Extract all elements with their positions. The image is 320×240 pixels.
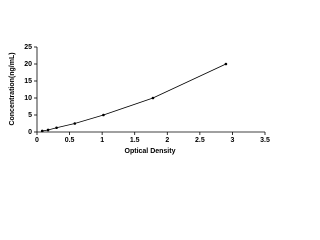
- data-point: [224, 62, 228, 66]
- y-tick-label: 25: [24, 44, 32, 51]
- data-point: [55, 126, 58, 130]
- chart: Optical Density Concentration(ng/mL) 0 5 1…: [9, 44, 270, 155]
- y-tick-label: 5: [28, 112, 32, 119]
- y-tick-label: 15: [24, 78, 32, 85]
- data-point: [102, 113, 105, 117]
- x-tick-label: 3: [230, 137, 234, 144]
- y-axis-label: Concentration(ng/mL): [9, 52, 16, 125]
- y-tick-label: 0: [28, 129, 32, 136]
- x-tick-label: 1.5: [130, 137, 140, 144]
- x-tick-label: 1: [100, 137, 104, 144]
- data-point: [151, 96, 155, 100]
- x-tick-label: 0: [35, 137, 39, 144]
- x-axis-label: Optical Density: [125, 148, 176, 155]
- data-point: [40, 129, 44, 133]
- data-line: [42, 63, 227, 132]
- data-point: [73, 122, 77, 125]
- x-tick-label: 0.5: [65, 137, 75, 144]
- y-tick-label: 10: [24, 95, 32, 102]
- x-tick-label: 2.5: [195, 137, 205, 144]
- data-point: [46, 128, 50, 132]
- x-tick-label: 2: [165, 137, 169, 144]
- x-tick-label: 3.5: [260, 137, 270, 144]
- y-tick-label: 20: [24, 61, 32, 68]
